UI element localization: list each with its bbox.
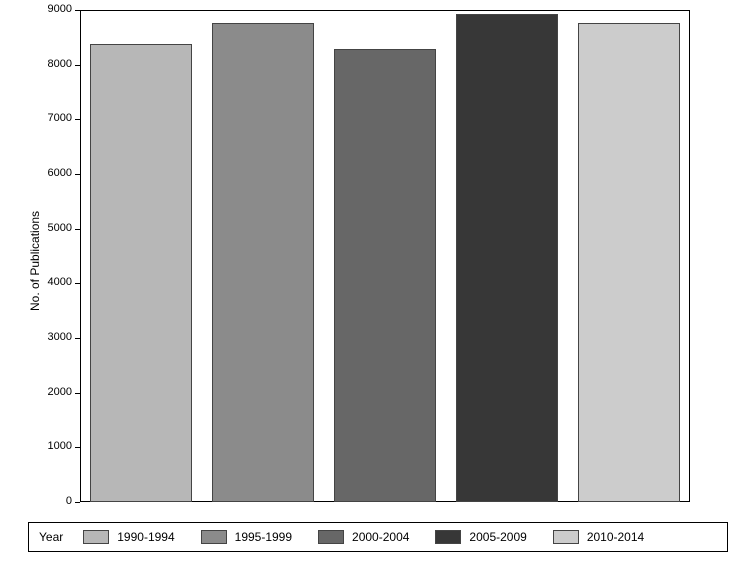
y-tick-mark: [75, 393, 80, 394]
y-tick-mark: [75, 119, 80, 120]
legend-title: Year: [39, 530, 63, 544]
bar-2005-2009: [456, 14, 558, 502]
y-tick-mark: [75, 502, 80, 503]
bar-1995-1999: [212, 23, 314, 502]
y-tick-label: 9000: [32, 3, 72, 15]
publications-chart: 0100020003000400050006000700080009000 No…: [0, 0, 756, 567]
y-tick-label: 8000: [32, 58, 72, 70]
bar-2010-2014: [578, 23, 680, 502]
legend-item-label: 2005-2009: [469, 530, 526, 544]
y-tick-label: 7000: [32, 112, 72, 124]
bar-1990-1994: [90, 44, 192, 502]
legend-swatch: [553, 530, 579, 544]
legend-swatch: [201, 530, 227, 544]
bar-2000-2004: [334, 49, 436, 502]
y-axis-label: No. of Publications: [28, 211, 42, 311]
y-tick-mark: [75, 283, 80, 284]
legend-item-label: 1990-1994: [117, 530, 174, 544]
y-tick-label: 6000: [32, 167, 72, 179]
y-tick-label: 2000: [32, 386, 72, 398]
legend-swatch: [435, 530, 461, 544]
legend-item-1990-1994: 1990-1994: [83, 530, 174, 544]
y-tick-mark: [75, 229, 80, 230]
legend: Year 1990-1994 1995-1999 2000-2004 2005-200…: [28, 522, 728, 552]
y-tick-label: 3000: [32, 331, 72, 343]
y-tick-mark: [75, 10, 80, 11]
legend-swatch: [83, 530, 109, 544]
legend-item-label: 1995-1999: [235, 530, 292, 544]
y-tick-label: 1000: [32, 440, 72, 452]
y-tick-mark: [75, 65, 80, 66]
legend-item-2010-2014: 2010-2014: [553, 530, 644, 544]
y-tick-mark: [75, 338, 80, 339]
legend-item-label: 2000-2004: [352, 530, 409, 544]
legend-swatch: [318, 530, 344, 544]
legend-item-2000-2004: 2000-2004: [318, 530, 409, 544]
legend-item-2005-2009: 2005-2009: [435, 530, 526, 544]
y-tick-mark: [75, 174, 80, 175]
legend-item-1995-1999: 1995-1999: [201, 530, 292, 544]
legend-item-label: 2010-2014: [587, 530, 644, 544]
y-tick-mark: [75, 447, 80, 448]
y-tick-label: 0: [32, 495, 72, 507]
